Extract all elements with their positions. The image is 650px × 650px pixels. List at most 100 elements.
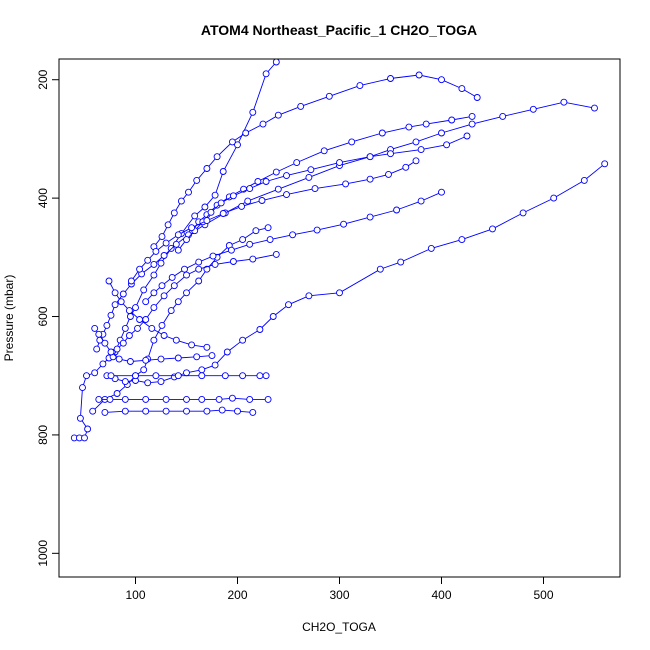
data-point [211,361,219,369]
data-point [417,197,425,205]
data-point [93,345,101,353]
data-point [91,369,99,377]
data-point [79,384,86,392]
data-point [438,76,445,84]
data-point [203,165,211,172]
data-point [144,379,152,387]
data-point [385,170,392,178]
data-point [305,292,313,300]
y-tick-label: 400 [36,188,50,208]
data-point [105,277,113,285]
data-point [157,259,165,267]
data-point [174,372,182,380]
data-point [219,168,227,175]
data-point [468,112,476,120]
data-point [228,394,236,402]
data-point [227,246,235,254]
data-point [191,212,199,220]
data-point [239,372,247,380]
data-point [340,220,348,228]
data-point [140,286,148,294]
data-point [311,185,319,193]
data-point [148,324,156,332]
data-point [387,75,394,82]
data-point [458,85,466,93]
data-point [174,298,182,306]
data-point [198,372,206,380]
series-group [70,59,609,442]
data-point [162,395,170,403]
series-line [74,61,277,439]
data-point [376,265,384,273]
data-point [136,265,144,273]
data-point [272,168,280,176]
data-point [132,372,139,380]
data-point [158,233,166,241]
data-point [174,231,182,239]
data-point [111,289,119,297]
data-point [150,271,158,279]
data-point [160,292,168,300]
data-point [91,324,99,332]
data-point [172,240,180,248]
data-point [183,369,190,377]
data-point [412,138,420,146]
data-point [195,265,203,273]
data-point [348,138,356,146]
y-tick-label: 600 [36,306,50,326]
data-point [142,298,150,306]
data-point [183,236,190,244]
data-point [239,336,247,344]
data-point [246,240,254,248]
y-tick-label: 800 [36,425,50,445]
series-profile [101,406,257,416]
data-point [249,408,257,416]
data-point [99,360,107,368]
data-point [246,185,254,193]
series-profile [189,112,476,235]
data-point [150,289,158,297]
y-axis-label: Pressure (mbar) [2,275,16,362]
y-axis: 200 400 600 800 1000 [36,69,59,567]
data-point [266,236,274,244]
data-point [174,354,182,362]
data-point [262,70,270,78]
data-point [238,202,246,210]
data-point [170,282,178,290]
data-point [121,324,129,332]
data-point [183,289,190,297]
data-point [313,226,321,234]
data-point [158,282,166,290]
chart-title: ATOM4 Northeast_Pacific_1 CH2O_TOGA [201,22,477,38]
data-point [458,236,466,244]
data-point [81,434,88,442]
data-point [95,395,103,403]
data-point [550,194,558,202]
series-profile [150,71,481,251]
data-point [107,311,115,319]
data-point [366,153,374,161]
data-point [160,332,168,339]
data-point [183,395,190,403]
data-point [142,395,150,403]
data-point [107,372,115,380]
data-point [274,111,282,119]
x-axis: 100 200 300 400 500 [125,577,554,602]
data-point [183,407,190,415]
data-point [162,407,170,415]
data-point [393,206,401,214]
data-point [256,372,264,380]
data-point [223,348,231,356]
data-point [259,120,267,128]
series-profile [127,157,420,285]
data-point [215,395,223,403]
data-point [402,163,410,171]
data-point [158,321,166,329]
data-point [229,258,237,265]
data-point [258,197,266,204]
data-point [101,408,109,416]
data-point [249,255,257,263]
data-point [256,326,264,333]
data-point [239,236,247,244]
